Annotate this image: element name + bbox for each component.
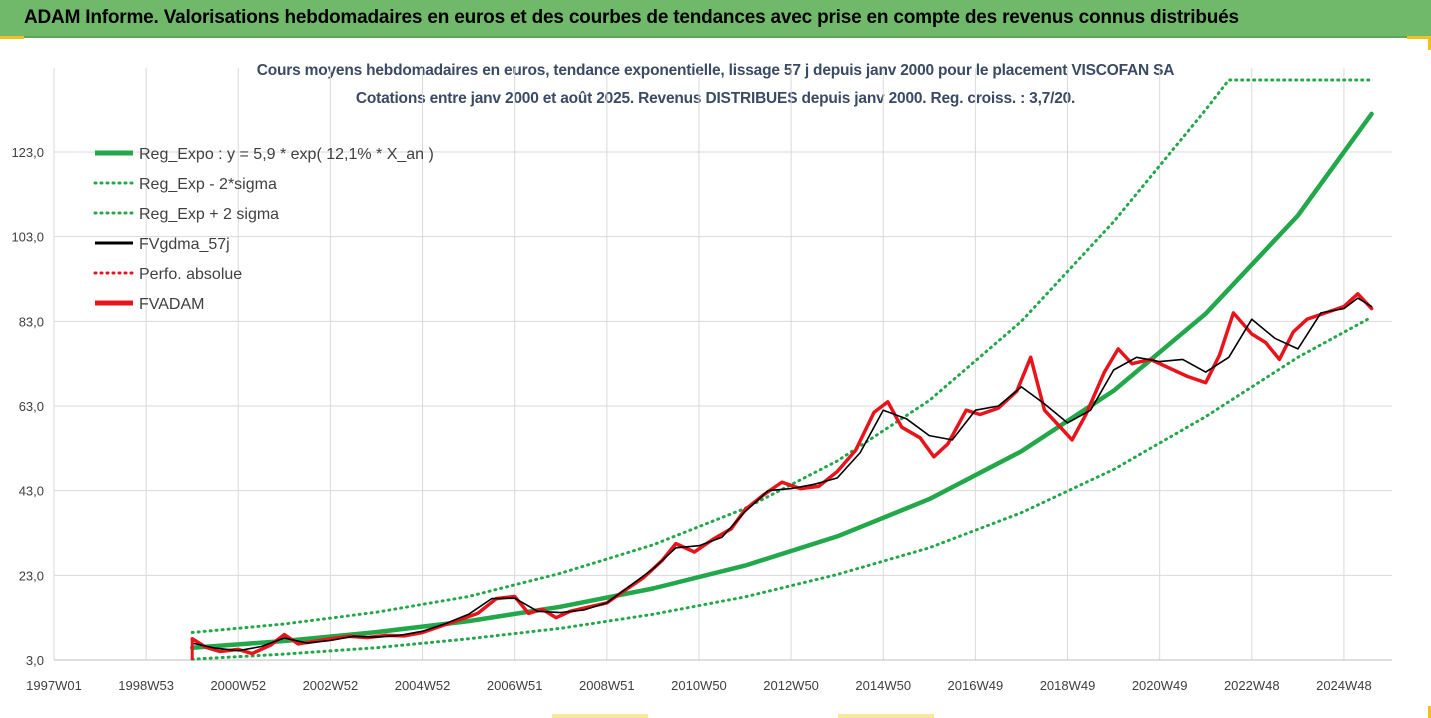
bottom-center-mark-right bbox=[838, 714, 934, 718]
y-tick-label: 43,0 bbox=[19, 484, 44, 499]
x-tick-label: 2008W51 bbox=[579, 678, 635, 693]
x-tick-label: 2020W49 bbox=[1132, 678, 1188, 693]
x-tick-label: 2018W49 bbox=[1040, 678, 1096, 693]
x-tick-label: 2014W50 bbox=[855, 678, 911, 693]
legend-label: FVADAM bbox=[139, 296, 204, 313]
y-tick-label: 23,0 bbox=[19, 568, 44, 583]
series-fvgdma-57j bbox=[191, 297, 1373, 652]
y-tick-label: 63,0 bbox=[19, 399, 44, 414]
top-left-corner-mark bbox=[0, 36, 24, 39]
chart-series bbox=[189, 78, 1374, 661]
chart-title-line2: Cotations entre janv 2000 et août 2025. … bbox=[355, 90, 1076, 107]
y-tick-label: 103,0 bbox=[11, 230, 44, 245]
chart-legend: Reg_Expo : y = 5,9 * exp( 12,1% * X_an )… bbox=[93, 146, 434, 313]
x-tick-label: 2024W48 bbox=[1316, 678, 1372, 693]
x-tick-label: 2010W50 bbox=[671, 678, 727, 693]
x-tick-label: 2012W50 bbox=[763, 678, 819, 693]
x-tick-label: 2022W48 bbox=[1224, 678, 1280, 693]
bottom-right-mark bbox=[1428, 706, 1431, 718]
y-tick-label: 3,0 bbox=[26, 653, 44, 668]
legend-label: Reg_Expo : y = 5,9 * exp( 12,1% * X_an ) bbox=[139, 146, 434, 163]
x-tick-label: 2006W51 bbox=[487, 678, 543, 693]
chart-title-line1: Cours moyens hebdomadaires en euros, ten… bbox=[256, 62, 1175, 79]
series-reg-expo bbox=[189, 111, 1374, 650]
x-tick-label: 2016W49 bbox=[948, 678, 1004, 693]
series-reg-exp-minus-2sigma bbox=[190, 315, 1374, 661]
top-right-corner-mark-vertical bbox=[1428, 36, 1431, 50]
series-fvadam bbox=[190, 292, 1374, 656]
y-tick-label: 83,0 bbox=[19, 314, 44, 329]
legend-label: Reg_Exp - 2*sigma bbox=[139, 176, 277, 193]
legend-label: FVgdma_57j bbox=[139, 236, 230, 253]
top-right-corner-mark bbox=[1407, 36, 1431, 39]
report-title: ADAM Informe. Valorisations hebdomadaire… bbox=[24, 7, 1239, 28]
legend-label: Perfo. absolue bbox=[139, 266, 242, 283]
x-tick-label: 1997W01 bbox=[26, 678, 82, 693]
x-tick-label: 2004W52 bbox=[395, 678, 451, 693]
x-tick-label: 1998W53 bbox=[118, 678, 174, 693]
chart-axes: 3,0 23,0 43,0 63,0 83,0 103,0 123,0 1997W01 1998… bbox=[11, 145, 1392, 693]
legend-label: Reg_Exp + 2 sigma bbox=[139, 206, 279, 223]
x-tick-label: 2000W52 bbox=[210, 678, 266, 693]
header-bar: ADAM Informe. Valorisations hebdomadaire… bbox=[0, 0, 1431, 38]
y-tick-label: 123,0 bbox=[11, 145, 44, 160]
bottom-center-mark-left bbox=[552, 714, 648, 718]
x-tick-label: 2002W52 bbox=[303, 678, 359, 693]
